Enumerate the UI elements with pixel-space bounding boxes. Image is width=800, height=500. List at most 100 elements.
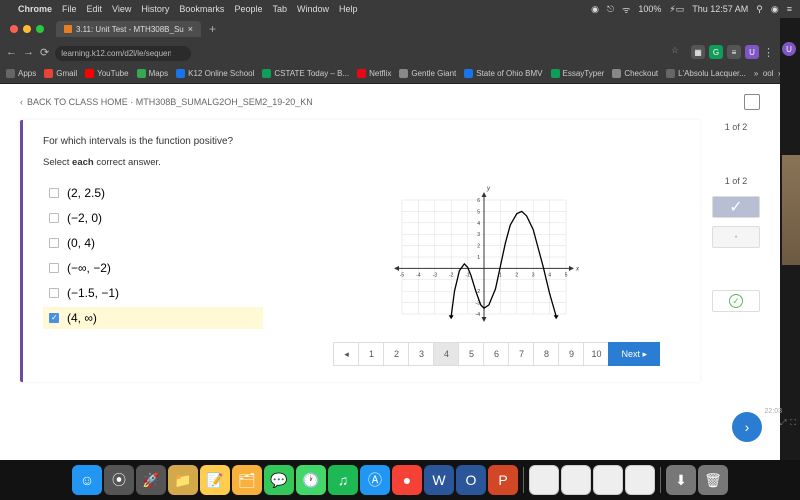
new-tab-button[interactable]: +: [209, 22, 216, 36]
page-3-button[interactable]: 3: [408, 342, 434, 366]
menu-bookmarks[interactable]: Bookmarks: [179, 4, 224, 14]
svg-text:5: 5: [477, 209, 480, 215]
dock-app-10[interactable]: ●: [392, 465, 422, 495]
browser-tab[interactable]: 3.11: Unit Test - MTH308B_Su ×: [56, 21, 201, 37]
nav-back-icon[interactable]: ←: [6, 46, 17, 58]
menu-history[interactable]: History: [141, 4, 169, 14]
answer-option-3[interactable]: (−∞, −2): [43, 257, 263, 279]
status-dash-icon[interactable]: ·: [712, 226, 760, 248]
bookmark-netflix[interactable]: Netflix: [357, 69, 391, 78]
dock-app-12[interactable]: O: [456, 465, 486, 495]
bookmark-cstate[interactable]: CSTATE Today – B...: [262, 69, 349, 78]
bookmark-star-icon[interactable]: ☆: [671, 45, 679, 56]
window-minimize[interactable]: [23, 25, 31, 33]
page-prev-button[interactable]: ◂: [333, 342, 359, 366]
dock-window-3[interactable]: [625, 465, 655, 495]
page-1-button[interactable]: 1: [358, 342, 384, 366]
window-close[interactable]: [10, 25, 18, 33]
status-check-icon[interactable]: ✓: [712, 196, 760, 218]
browser-menu-icon[interactable]: ⋮: [763, 46, 774, 59]
dock-app-5[interactable]: 🗂: [232, 465, 262, 495]
dock-app-13[interactable]: P: [488, 465, 518, 495]
bookmark-gentlegiant[interactable]: Gentle Giant: [399, 69, 456, 78]
pip-controls[interactable]: ⤢⛶: [780, 418, 796, 428]
notif-icon[interactable]: ≡: [787, 4, 792, 14]
dock-app-9[interactable]: Ⓐ: [360, 465, 390, 495]
dock-app-0[interactable]: ☺: [72, 465, 102, 495]
dock-window-0[interactable]: [529, 465, 559, 495]
page-6-button[interactable]: 6: [483, 342, 509, 366]
bookmark-youtube[interactable]: YouTube: [85, 69, 128, 78]
nav-forward-icon[interactable]: →: [23, 46, 34, 58]
page-10-button[interactable]: 10: [583, 342, 609, 366]
menu-view[interactable]: View: [112, 4, 131, 14]
dock-app-3[interactable]: 📁: [168, 465, 198, 495]
bookmark-gmail[interactable]: Gmail: [44, 69, 77, 78]
bookmarks-overflow[interactable]: » ool »: [754, 69, 783, 78]
answer-option-5[interactable]: (4, ∞): [43, 307, 263, 329]
dock-app-8[interactable]: ♫: [328, 465, 358, 495]
spotlight-icon[interactable]: ⚲: [756, 4, 763, 15]
answer-option-2[interactable]: (0, 4): [43, 232, 263, 254]
siri-icon[interactable]: ◉: [771, 4, 779, 15]
screencast-icon[interactable]: ◉: [591, 4, 599, 15]
bookmark-essaytyper[interactable]: EssayTyper: [551, 69, 605, 78]
airplay-icon[interactable]: ⎋: [607, 4, 614, 15]
menu-edit[interactable]: Edit: [87, 4, 103, 14]
window-maximize[interactable]: [36, 25, 44, 33]
panel-toggle-icon[interactable]: [744, 94, 760, 110]
dock-window-2[interactable]: [593, 465, 623, 495]
bookmark-labsolu[interactable]: L'Absolu Lacquer...: [666, 69, 746, 78]
next-page-button[interactable]: ›: [732, 412, 762, 442]
answer-option-4[interactable]: (−1.5, −1): [43, 282, 263, 304]
page-5-button[interactable]: 5: [458, 342, 484, 366]
bookmark-checkout[interactable]: Checkout: [612, 69, 658, 78]
menu-help[interactable]: Help: [339, 4, 358, 14]
checkbox-icon[interactable]: [49, 313, 59, 323]
bookmark-bmv[interactable]: State of Ohio BMV: [464, 69, 542, 78]
checkbox-icon[interactable]: [49, 238, 59, 248]
page-next-button[interactable]: Next ▸: [608, 342, 660, 366]
nav-reload-icon[interactable]: ⟳: [40, 46, 49, 59]
dock-app-7[interactable]: 🕐: [296, 465, 326, 495]
wifi-icon[interactable]: ᯤ: [622, 3, 630, 16]
ext-icon-2[interactable]: G: [709, 45, 723, 59]
status-done-icon[interactable]: ✓: [712, 290, 760, 312]
ext-icon-3[interactable]: ≡: [727, 45, 741, 59]
profile-avatar-icon[interactable]: U: [745, 45, 759, 59]
checkbox-icon[interactable]: [49, 288, 59, 298]
menu-tab[interactable]: Tab: [272, 4, 287, 14]
back-to-class-link[interactable]: ‹ BACK TO CLASS HOME · MTH308B_SUMALG2OH…: [20, 97, 313, 107]
dock-app-1[interactable]: ⦿: [104, 465, 134, 495]
page-2-button[interactable]: 2: [383, 342, 409, 366]
tab-close-icon[interactable]: ×: [188, 24, 193, 34]
page-8-button[interactable]: 8: [533, 342, 559, 366]
dock-app-4[interactable]: 📝: [200, 465, 230, 495]
dock-app-2[interactable]: 🚀: [136, 465, 166, 495]
checkbox-icon[interactable]: [49, 213, 59, 223]
menubar-app[interactable]: Chrome: [18, 4, 52, 14]
answer-option-1[interactable]: (−2, 0): [43, 207, 263, 229]
dock-window-1[interactable]: [561, 465, 591, 495]
dock-app-6[interactable]: 💬: [264, 465, 294, 495]
page-4-button[interactable]: 4: [433, 342, 459, 366]
bookmark-apps[interactable]: Apps: [6, 69, 36, 78]
page-9-button[interactable]: 9: [558, 342, 584, 366]
menu-people[interactable]: People: [234, 4, 262, 14]
svg-text:-4: -4: [475, 312, 480, 318]
dock-downloads-icon[interactable]: ⬇: [666, 465, 696, 495]
bookmark-k12[interactable]: K12 Online School: [176, 69, 254, 78]
menu-file[interactable]: File: [62, 4, 77, 14]
dock-trash-icon[interactable]: 🗑: [698, 465, 728, 495]
menu-window[interactable]: Window: [297, 4, 329, 14]
ext-icon-1[interactable]: ▦: [691, 45, 705, 59]
checkbox-icon[interactable]: [49, 188, 59, 198]
dock-app-11[interactable]: W: [424, 465, 454, 495]
page-7-button[interactable]: 7: [508, 342, 534, 366]
checkbox-icon[interactable]: [49, 263, 59, 273]
answer-option-0[interactable]: (2, 2.5): [43, 182, 263, 204]
bookmark-maps[interactable]: Maps: [137, 69, 169, 78]
url-input[interactable]: [55, 46, 191, 61]
user-avatar-icon[interactable]: U: [782, 42, 796, 56]
pip-video[interactable]: [782, 155, 800, 265]
